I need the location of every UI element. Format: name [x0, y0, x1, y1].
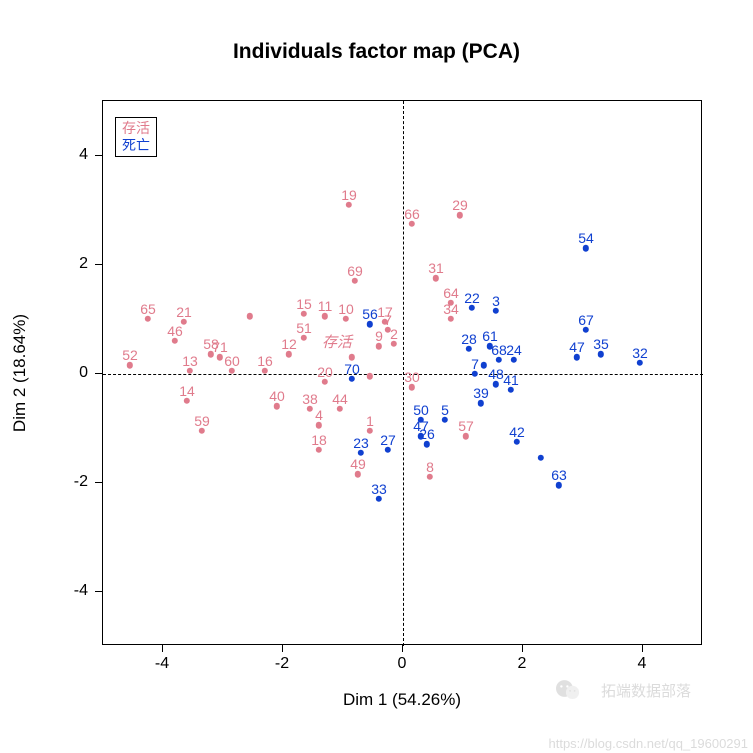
scatter-point-label: 33: [371, 481, 387, 497]
scatter-point-label: 41: [503, 372, 519, 388]
x-tick: [282, 645, 283, 652]
scatter-point-label: 18: [311, 432, 327, 448]
scatter-point-label: 23: [353, 435, 369, 451]
scatter-point-label: 63: [551, 467, 567, 483]
y-tick: [95, 482, 102, 483]
scatter-point-label: 10: [338, 301, 354, 317]
scatter-point-label: 34: [443, 301, 459, 317]
scatter-point-label: 3: [492, 293, 500, 309]
scatter-point-label: 54: [578, 230, 594, 246]
scatter-point-label: 70: [344, 361, 360, 377]
y-tick: [95, 373, 102, 374]
scatter-point-label: 31: [428, 260, 444, 276]
scatter-point-label: 13: [182, 353, 198, 369]
scatter-point-label: 21: [176, 304, 192, 320]
scatter-point-label: 15: [296, 296, 312, 312]
scatter-point: [481, 362, 487, 368]
scatter-point-label: 7: [471, 356, 479, 372]
y-tick: [95, 591, 102, 592]
y-tick-label: 4: [79, 146, 88, 164]
scatter-point-label: 28: [461, 331, 477, 347]
scatter-point-label: 69: [347, 263, 363, 279]
chart-title: Individuals factor map (PCA): [0, 40, 753, 64]
scatter-point: [367, 373, 373, 379]
scatter-point-label: 44: [332, 391, 348, 407]
x-tick-label: 4: [638, 655, 647, 673]
scatter-point-label: 39: [473, 385, 489, 401]
scatter-point: [349, 354, 355, 360]
y-tick-label: 2: [79, 255, 88, 273]
scatter-point-label: 32: [632, 345, 648, 361]
scatter-point-label: 22: [464, 290, 480, 306]
y-tick-label: -2: [74, 473, 88, 491]
scatter-point-label: 52: [122, 347, 138, 363]
scatter-point-label: 38: [302, 391, 318, 407]
scatter-point-label: 17: [377, 304, 393, 320]
scatter-point-label: 11: [318, 298, 333, 314]
scatter-point: [538, 455, 544, 461]
legend: 存活死亡: [115, 117, 157, 157]
wechat-watermark: 拓端数据部落: [601, 680, 691, 701]
scatter-point-label: 60: [224, 353, 240, 369]
scatter-point-label: 24: [506, 342, 522, 358]
scatter-point-label: 35: [593, 336, 609, 352]
scatter-point-label: 19: [341, 187, 357, 203]
x-tick-label: -4: [155, 655, 169, 673]
scatter-point-label: 42: [509, 424, 525, 440]
legend-item: 存活: [122, 120, 150, 137]
scatter-point-label: 56: [362, 306, 378, 322]
y-tick: [95, 264, 102, 265]
scatter-point-label: 8: [426, 459, 434, 475]
scatter-point-label: 51: [296, 320, 312, 336]
scatter-point-label: 14: [179, 383, 195, 399]
wechat-icon: [553, 675, 583, 705]
x-tick-label: -2: [275, 655, 289, 673]
scatter-point-label: 47: [569, 339, 585, 355]
scatter-point-label: 66: [404, 206, 420, 222]
scatter-point-label: 16: [257, 353, 273, 369]
scatter-point-label: 9: [375, 328, 383, 344]
scatter-point-label: 20: [317, 364, 333, 380]
y-tick-label: -4: [74, 582, 88, 600]
ref-line-horizontal: [103, 374, 703, 375]
scatter-point-label: 12: [281, 336, 297, 352]
x-tick: [642, 645, 643, 652]
blog-url-watermark: https://blog.csdn.net/qq_19600291: [549, 736, 749, 751]
x-tick: [402, 645, 403, 652]
scatter-point-label: 29: [452, 197, 468, 213]
scatter-point-label: 57: [458, 418, 474, 434]
scatter-point-label: 48: [488, 366, 504, 382]
scatter-point-label: 40: [269, 388, 285, 404]
scatter-point-label: 59: [194, 413, 210, 429]
scatter-point-label: 1: [366, 413, 374, 429]
plot-area: 6552214613587160145915115110121620403844…: [102, 100, 702, 645]
scatter-point-label: 67: [578, 312, 594, 328]
legend-item: 死亡: [122, 137, 150, 154]
y-tick: [95, 155, 102, 156]
scatter-point-label: 68: [491, 342, 507, 358]
scatter-point-label: 65: [140, 301, 156, 317]
x-tick: [522, 645, 523, 652]
scatter-point-label: 64: [443, 285, 459, 301]
scatter-point-label: 2: [390, 326, 398, 342]
scatter-point-label: 46: [167, 323, 183, 339]
scatter-point: [247, 313, 253, 319]
scatter-point-label: 4: [315, 407, 323, 423]
scatter-point-label: 30: [404, 369, 420, 385]
y-axis-label: Dim 2 (18.64%): [10, 273, 30, 473]
x-tick-label: 0: [398, 655, 407, 673]
scatter-point-label: 49: [350, 456, 366, 472]
scatter-point-label: 50: [413, 402, 429, 418]
x-tick: [162, 645, 163, 652]
scatter-point-label: 27: [380, 432, 396, 448]
group-centroid-label: 存活: [322, 331, 352, 352]
x-tick-label: 2: [518, 655, 527, 673]
y-tick-label: 0: [79, 364, 88, 382]
scatter-point-label: 26: [419, 426, 435, 442]
scatter-point-label: 5: [441, 402, 449, 418]
